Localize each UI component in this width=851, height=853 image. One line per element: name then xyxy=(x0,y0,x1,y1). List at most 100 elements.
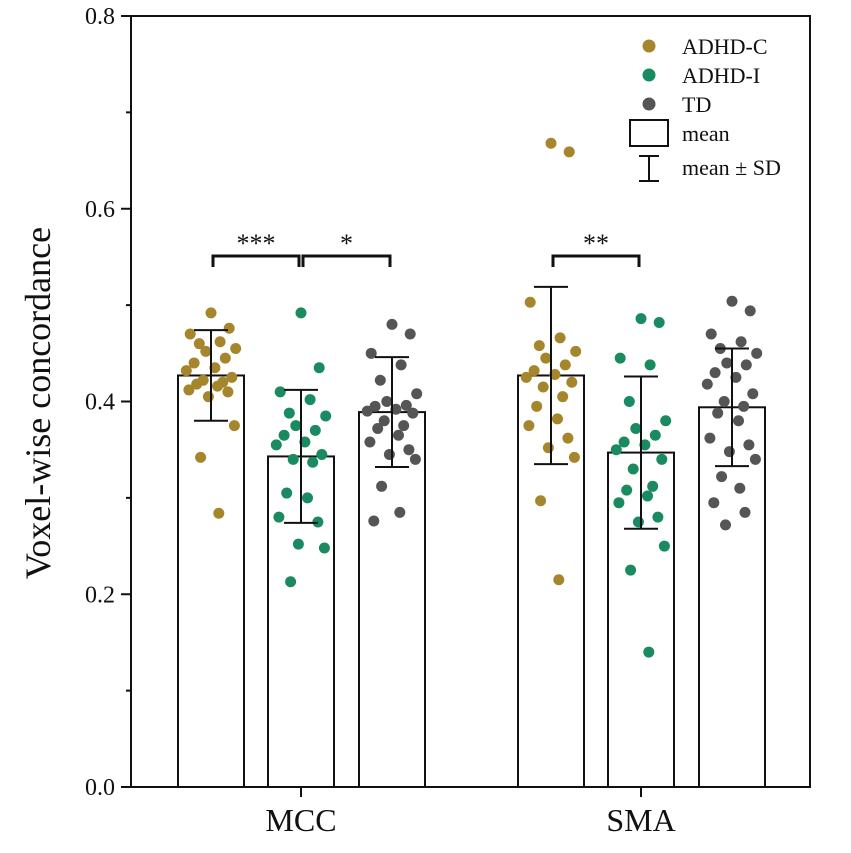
data-point xyxy=(316,449,328,461)
data-point xyxy=(523,420,535,432)
data-point xyxy=(393,429,404,441)
data-point xyxy=(747,388,759,400)
data-point xyxy=(309,424,321,436)
data-point xyxy=(270,439,282,451)
y-tick-label: 0.8 xyxy=(85,4,115,30)
data-point xyxy=(614,352,626,364)
data-point xyxy=(704,432,716,444)
bar-adhd-c-mcc xyxy=(177,374,245,788)
legend-marker-adhd-c xyxy=(642,39,656,53)
data-point xyxy=(726,295,738,307)
data-point xyxy=(213,507,225,519)
data-point xyxy=(381,396,393,407)
data-point xyxy=(295,307,307,319)
data-point xyxy=(635,313,647,325)
data-point xyxy=(409,453,421,465)
data-point xyxy=(228,420,240,432)
data-point xyxy=(542,442,554,454)
y-tick-label: 0.6 xyxy=(85,197,115,223)
legend-mean-label: mean xyxy=(682,121,730,146)
data-point xyxy=(535,495,547,507)
data-point xyxy=(734,482,746,494)
data-point xyxy=(374,374,386,386)
data-point xyxy=(193,338,205,350)
data-point xyxy=(394,506,406,518)
data-point xyxy=(642,490,653,502)
data-point xyxy=(274,386,286,398)
data-point xyxy=(613,497,625,509)
data-point xyxy=(623,396,635,407)
points-layer xyxy=(180,137,763,658)
data-point xyxy=(287,453,299,465)
legend-label: TD xyxy=(682,92,711,117)
data-point xyxy=(643,646,655,658)
x-tick-label: MCC xyxy=(265,802,336,838)
data-point xyxy=(618,436,630,448)
data-point xyxy=(744,305,756,317)
data-point xyxy=(400,399,412,411)
data-point xyxy=(226,371,238,383)
data-point xyxy=(302,492,313,504)
y-tick-label: 0.0 xyxy=(85,775,115,801)
data-point xyxy=(404,328,416,340)
data-point xyxy=(621,484,633,496)
data-point xyxy=(278,429,290,441)
data-point xyxy=(403,444,415,456)
data-point xyxy=(378,415,390,427)
data-point xyxy=(361,405,373,417)
data-point xyxy=(283,407,295,419)
data-point xyxy=(658,540,670,552)
data-point xyxy=(709,367,721,379)
legend-marker-td xyxy=(642,97,656,111)
data-point xyxy=(313,362,325,374)
data-point xyxy=(390,403,402,415)
data-point xyxy=(627,463,639,475)
data-point xyxy=(383,449,395,461)
data-point xyxy=(395,359,407,371)
plot-frame xyxy=(130,15,811,788)
data-point xyxy=(570,345,582,357)
data-point xyxy=(566,376,578,388)
data-point xyxy=(212,380,223,392)
data-point xyxy=(533,340,545,352)
significance-label: *** xyxy=(237,229,276,258)
significance-bracket xyxy=(211,254,301,267)
data-point xyxy=(219,352,231,364)
data-point xyxy=(751,347,763,359)
x-tick-label: SMA xyxy=(606,802,675,838)
legend-label: ADHD-I xyxy=(682,63,760,88)
data-point xyxy=(743,439,755,451)
data-point xyxy=(718,396,730,407)
y-axis-label: Voxel-wise concordance xyxy=(18,227,58,579)
y-tick-label: 0.4 xyxy=(85,390,115,416)
data-point xyxy=(202,391,214,403)
data-point xyxy=(610,444,622,456)
data-point xyxy=(230,342,242,354)
data-point xyxy=(222,386,234,398)
data-point xyxy=(318,542,330,554)
data-point xyxy=(223,322,235,334)
data-point xyxy=(520,371,532,383)
data-point xyxy=(320,410,332,422)
significance-label: ** xyxy=(583,229,609,258)
data-point xyxy=(205,307,217,319)
data-point xyxy=(528,365,540,377)
data-point xyxy=(649,429,661,441)
data-point xyxy=(625,564,637,576)
data-point xyxy=(639,439,651,451)
data-point xyxy=(716,471,728,483)
data-point xyxy=(721,357,733,369)
data-point xyxy=(386,318,398,330)
legend-mean-swatch xyxy=(629,119,669,147)
bars-layer xyxy=(177,374,766,788)
data-point xyxy=(559,359,571,371)
significance-bracket xyxy=(301,254,392,267)
legend-marker-adhd-i xyxy=(642,68,656,82)
legend-sd-label: mean ± SD xyxy=(682,155,781,180)
data-point xyxy=(557,391,569,403)
data-point xyxy=(200,345,212,357)
legend-label: ADHD-C xyxy=(682,34,768,59)
data-point xyxy=(290,420,302,432)
data-point xyxy=(554,332,566,344)
data-point xyxy=(708,497,720,509)
